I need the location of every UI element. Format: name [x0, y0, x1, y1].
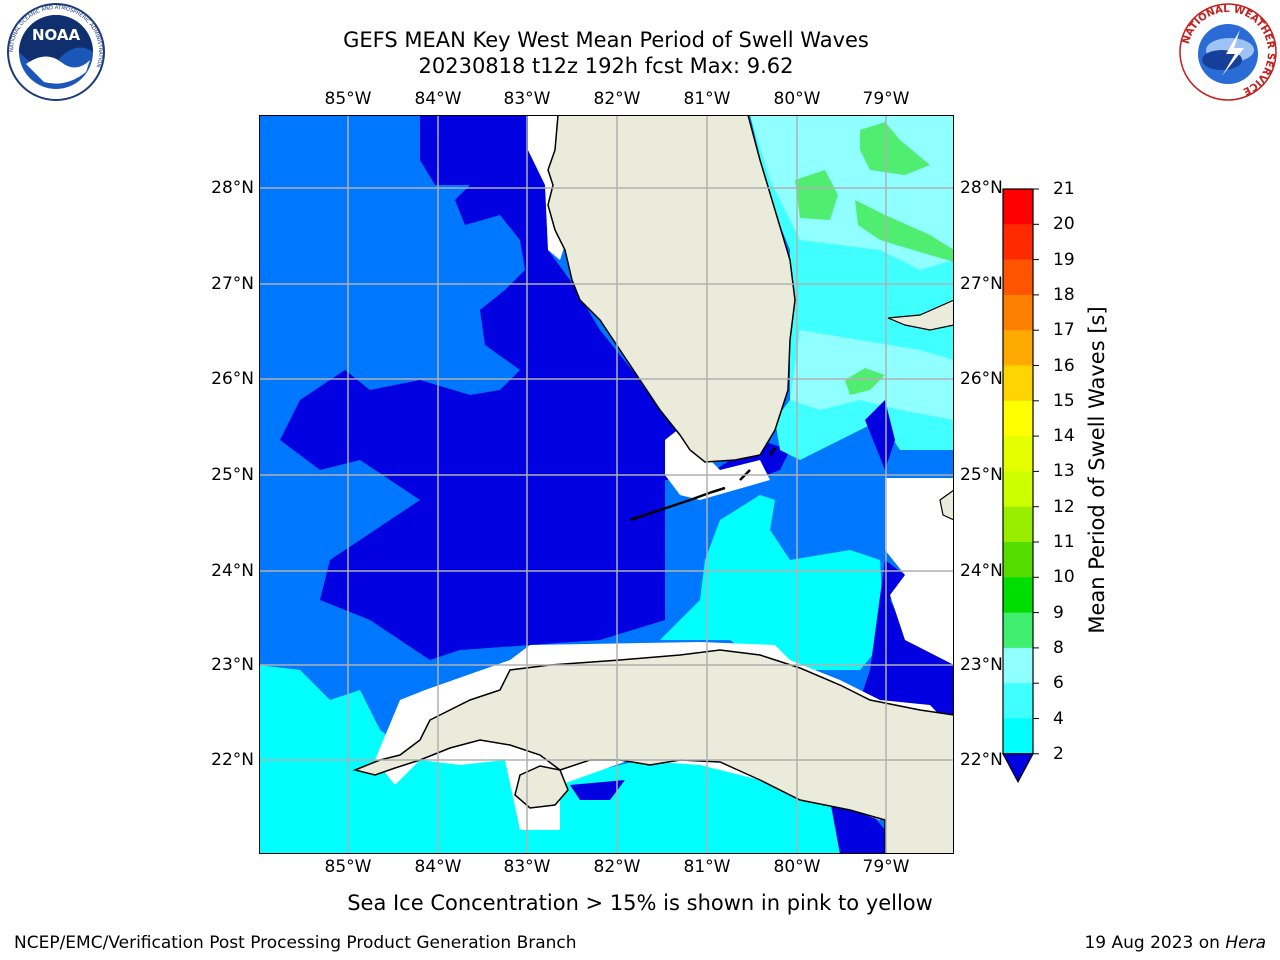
lon-label-bottom: 83°W [503, 857, 551, 877]
lon-label-bottom: 84°W [414, 857, 462, 877]
colorbar-segment [1003, 259, 1033, 296]
lat-label-right: 23°N [960, 655, 1003, 675]
colorbar-segment [1003, 224, 1033, 261]
colorbar-tick-label: 6 [1053, 673, 1064, 694]
lon-label-bottom: 82°W [593, 857, 641, 877]
swell-period-map [259, 115, 954, 854]
colorbar-segment [1003, 330, 1033, 366]
lat-label-right: 25°N [960, 465, 1003, 485]
colorbar-segment [1003, 294, 1033, 331]
colorbar-segment [1003, 612, 1033, 649]
lat-label-right: 22°N [960, 750, 1003, 770]
lat-label-left: 25°N [211, 465, 254, 485]
lon-label-bottom: 85°W [324, 857, 372, 877]
bahamas-island-2 [939, 489, 954, 521]
footer-date: 19 Aug 2023 on Hera [1084, 932, 1266, 954]
noaa-logo-text: NOAA [32, 26, 81, 44]
lat-label-left: 22°N [211, 750, 254, 770]
colorbar-title: Mean Period of Swell Waves [s] [1085, 306, 1109, 634]
colorbar-segment [1003, 542, 1033, 578]
swell-contour-9-10-patch-2 [795, 170, 838, 220]
lon-label-top: 80°W [773, 89, 821, 109]
swell-contour-9-10-patch-4 [845, 368, 885, 395]
colorbar-tick-label: 8 [1053, 637, 1064, 658]
lon-label-bottom: 79°W [862, 857, 910, 877]
colorbar-segment [1003, 683, 1033, 719]
footer-host: Hera [1225, 933, 1266, 953]
lon-label-top: 84°W [414, 89, 462, 109]
colorbar-tick-label: 18 [1053, 284, 1075, 305]
lat-label-left: 28°N [211, 178, 254, 198]
colorbar-tick-label: 13 [1053, 461, 1075, 482]
colorbar-segment [1003, 436, 1033, 472]
chart-subtitle: 20230818 t12z 192h fcst Max: 9.62 [418, 54, 794, 78]
lon-label-top: 82°W [593, 89, 641, 109]
graticule [259, 115, 954, 854]
swell-contour-below-2-gulf [280, 115, 790, 660]
lon-label-top: 81°W [683, 89, 731, 109]
colorbar-tick-label: 4 [1053, 708, 1064, 729]
swell-contour-below-2-south [570, 780, 625, 800]
nws-logo: NATIONAL WEATHER SERVICE [1179, 3, 1277, 101]
lon-label-bottom: 80°W [773, 857, 821, 877]
lon-label-top: 79°W [862, 89, 910, 109]
lon-label-top: 85°W [324, 89, 372, 109]
colorbar-tick-label: 9 [1053, 602, 1064, 623]
cuba-island [352, 649, 954, 854]
swell-contour-4-6-straits [660, 495, 885, 670]
bahamas-island [887, 299, 954, 331]
lat-label-left: 26°N [211, 369, 254, 389]
lon-label-top: 83°W [503, 89, 551, 109]
swell-contour-below-2-east-1 [865, 400, 895, 470]
colorbar-segment [1003, 400, 1033, 437]
lat-label-left: 24°N [211, 561, 254, 581]
florida-peninsula [547, 115, 796, 463]
swell-contour-9-10-patch-3 [855, 200, 954, 262]
sea-ice-note: Sea Ice Concentration > 15% is shown in … [347, 891, 933, 915]
colorbar-segment [1003, 577, 1033, 614]
noaa-logo: NOAA NATIONAL OCEANIC AND ATMOSPHERIC AD… [7, 3, 105, 101]
lat-label-left: 27°N [211, 274, 254, 294]
lat-label-right: 26°N [960, 369, 1003, 389]
colorbar-tick-label: 10 [1053, 567, 1075, 588]
chart-title: GEFS MEAN Key West Mean Period of Swell … [343, 28, 869, 52]
colorbar-under-triangle [1001, 753, 1035, 784]
colorbar-tick-label: 2 [1053, 743, 1064, 764]
lat-label-left: 23°N [211, 655, 254, 675]
lat-label-right: 28°N [960, 178, 1003, 198]
colorbar-tick-label: 14 [1053, 426, 1075, 447]
footer-credit: NCEP/EMC/Verification Post Processing Pr… [14, 933, 577, 953]
colorbar-tick-label: 17 [1053, 320, 1075, 341]
lat-label-right: 24°N [960, 561, 1003, 581]
lon-label-bottom: 81°W [683, 857, 731, 877]
swell-contour-below-2-east-2 [860, 560, 954, 740]
colorbar-segment [1003, 506, 1033, 543]
isle-of-youth [514, 765, 569, 809]
colorbar-tick-label: 12 [1053, 496, 1075, 517]
colorbar-tick-label: 20 [1053, 214, 1075, 235]
lat-label-right: 27°N [960, 274, 1003, 294]
footer-date-text: 19 Aug 2023 on [1084, 933, 1226, 953]
swell-contour-9-10-patch-1 [860, 122, 930, 175]
colorbar-segment [1003, 718, 1033, 755]
colorbar [1001, 188, 1039, 784]
colorbar-segment [1003, 647, 1033, 684]
colorbar-segment [1003, 471, 1033, 508]
swell-contour-4-6-south [259, 665, 954, 854]
colorbar-tick-label: 19 [1053, 249, 1075, 270]
colorbar-tick-label: 11 [1053, 532, 1075, 552]
colorbar-tick-label: 15 [1053, 390, 1075, 411]
colorbar-segment [1003, 365, 1033, 402]
colorbar-tick-label: 21 [1053, 179, 1075, 199]
colorbar-tick-label: 16 [1053, 355, 1075, 376]
colorbar-segment [1003, 189, 1033, 225]
